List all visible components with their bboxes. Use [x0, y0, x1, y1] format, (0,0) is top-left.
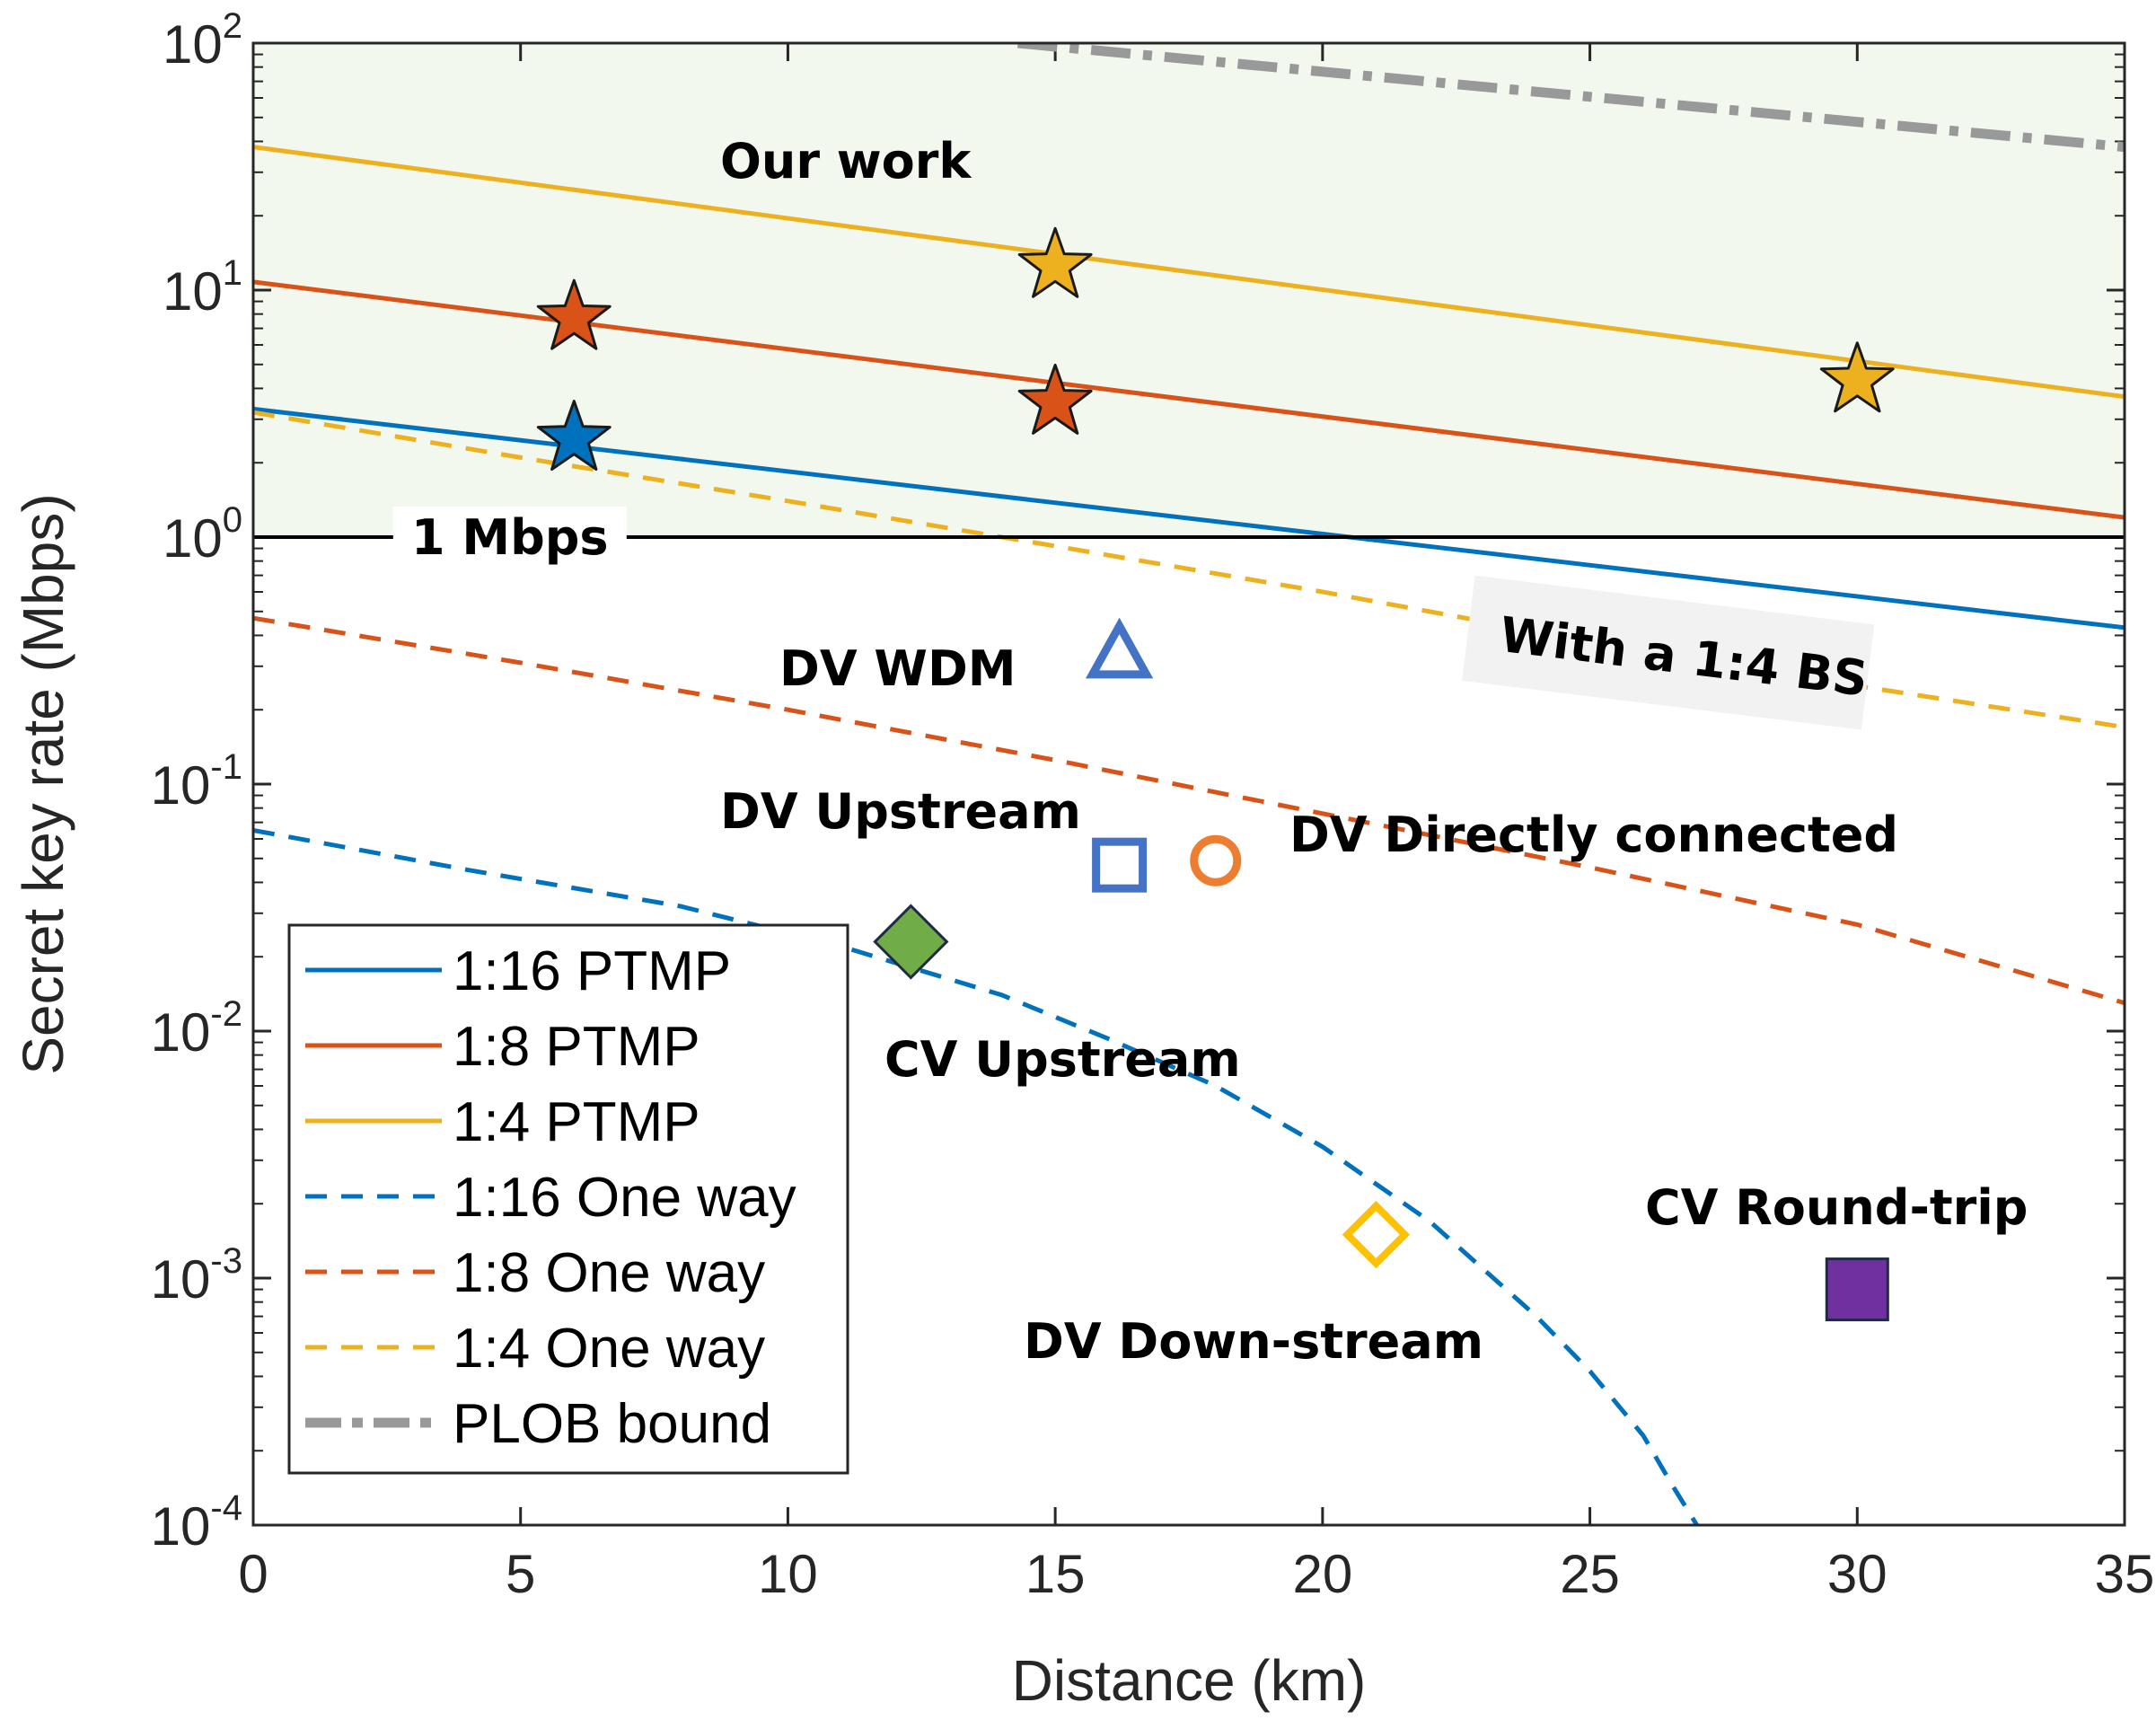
- y-tick-label: 100: [163, 500, 242, 569]
- y-tick-label: 101: [163, 253, 242, 322]
- legend-label-1-8-ptmp: 1:8 PTMP: [453, 1016, 700, 1078]
- x-tick-label: 0: [238, 1544, 268, 1604]
- marker-dv-wdm: [1085, 617, 1154, 679]
- y-axis-title: Secret key rate (Mbps): [11, 493, 75, 1074]
- x-tick-label: 5: [506, 1544, 535, 1604]
- annotation-dv-wdm: DV WDM: [779, 640, 1016, 697]
- marker-dv-down-stream: [1342, 1200, 1411, 1269]
- legend-label-1-16-one-way: 1:16 One way: [453, 1167, 796, 1229]
- legend-label-1-4-ptmp: 1:4 PTMP: [453, 1091, 700, 1153]
- x-tick-label: 35: [2095, 1544, 2155, 1604]
- annotation-dv-upstream: DV Upstream: [720, 783, 1081, 840]
- x-tick-label: 25: [1560, 1544, 1620, 1604]
- marker-dv-directly-connected: [1190, 834, 1242, 886]
- y-tick-label: 102: [163, 6, 242, 75]
- tick-labels: 0 5 10 15 20 25 30 35 102 101 100 10-1 10-2 10-3 10-4: [151, 6, 2155, 1604]
- x-tick-label: 30: [1827, 1544, 1888, 1604]
- marker-dv-upstream: [1092, 837, 1148, 893]
- series-1-8-one-way: [253, 615, 2125, 1006]
- series-plob-bound: [1016, 43, 2125, 153]
- annotation-bs-background: [1462, 575, 1875, 730]
- annotation-cv-upstream: CV Upstream: [884, 1031, 1241, 1088]
- marker-cv-round-trip: [1825, 1257, 1889, 1322]
- legend-label-1-8-one-way: 1:8 One way: [453, 1242, 765, 1304]
- legend-box: [287, 923, 849, 1475]
- marker-our-work: [1017, 363, 1093, 435]
- legend-label-1-4-one-way: 1:4 One way: [453, 1318, 765, 1380]
- marker-our-work: [536, 278, 612, 350]
- y-tick-label: 10-4: [151, 1488, 242, 1557]
- threshold-label: 1 Mbps: [411, 509, 609, 566]
- annotation-our-work: Our work: [720, 133, 972, 190]
- y-tick-label: 10-1: [151, 747, 242, 816]
- annotation-bs-group: With a 1:4 BS: [1462, 575, 1875, 730]
- x-tick-label: 20: [1292, 1544, 1352, 1604]
- marker-layer: [536, 226, 1895, 1322]
- annotation-dv-directly-connected: DV Directly connected: [1289, 807, 1898, 863]
- marker-our-work: [1819, 341, 1895, 413]
- x-tick-label: 10: [758, 1544, 818, 1604]
- legend-label-1-16-ptmp: 1:16 PTMP: [453, 940, 731, 1002]
- y-tick-label: 10-2: [151, 994, 242, 1063]
- marker-our-work: [1017, 226, 1093, 298]
- annotation-dv-down-stream: DV Down-stream: [1024, 1313, 1483, 1370]
- y-tick-label: 10-3: [151, 1241, 242, 1310]
- legend: 1:16 PTMP 1:8 PTMP 1:4 PTMP 1:16 One way 1:8…: [287, 923, 849, 1475]
- x-axis-title: Distance (km): [1012, 1648, 1367, 1713]
- annotation-cv-round-trip: CV Round-trip: [1645, 1179, 2028, 1236]
- x-tick-label: 15: [1025, 1544, 1086, 1604]
- threshold-label-background: [392, 507, 627, 568]
- marker-our-work: [536, 400, 612, 471]
- axes-box: [251, 41, 2126, 1527]
- marker-cv-upstream: [873, 904, 949, 980]
- series-1-4-ptmp: [253, 145, 2125, 400]
- series-1-16-one-way: [253, 827, 1699, 1525]
- legend-label-plob-bound: PLOB bound: [453, 1393, 771, 1455]
